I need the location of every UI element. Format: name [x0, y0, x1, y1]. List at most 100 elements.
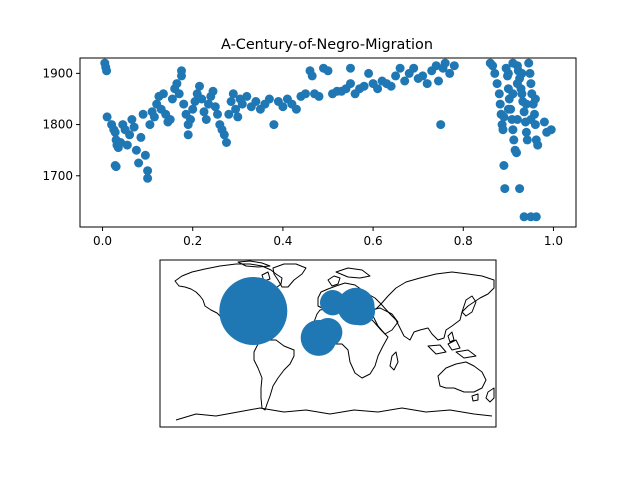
scatter-point — [346, 79, 355, 89]
y-tick-label: 1900 — [42, 66, 73, 80]
scatter-point — [498, 125, 508, 135]
scatter-point — [323, 66, 333, 76]
scatter-point — [531, 212, 541, 222]
scatter-point — [291, 104, 301, 114]
chart-title: A-Century-of-Negro-Migration — [221, 37, 433, 53]
scatter-point — [499, 161, 509, 170]
scatter-point — [177, 66, 186, 76]
scatter-point — [140, 150, 150, 160]
x-tick-label: 0.4 — [273, 234, 292, 248]
scatter-point — [519, 212, 529, 222]
scatter-point — [539, 117, 549, 127]
scatter-point — [517, 89, 527, 99]
scatter-point — [138, 109, 148, 119]
scatter-point — [242, 91, 252, 101]
scatter-point — [522, 135, 532, 145]
coastline-new-zealand — [485, 387, 495, 403]
scatter-point — [449, 61, 459, 71]
scatter-point — [224, 109, 234, 119]
scatter-point — [530, 94, 540, 104]
scatter-point — [436, 120, 446, 130]
scatter-point — [409, 63, 419, 73]
scatter-point — [490, 68, 500, 78]
world-map — [159, 259, 497, 428]
scatter-point — [391, 71, 401, 81]
y-tick-label: 1700 — [42, 169, 73, 183]
scatter-point — [219, 130, 229, 140]
scatter-point — [231, 104, 241, 114]
coastline-south-america — [253, 339, 295, 411]
scatter-point — [111, 162, 121, 172]
scatter-point — [508, 58, 518, 68]
scatter-point — [136, 132, 146, 142]
scatter-point — [346, 63, 355, 73]
x-axis: 0.0 0.2 0.4 0.6 0.8 1.0 — [93, 227, 563, 248]
coastline-greenland — [272, 263, 307, 288]
scatter-point — [386, 81, 396, 91]
x-tick-label: 0.8 — [454, 234, 473, 248]
scatter-point — [301, 89, 310, 99]
scatter-point — [143, 173, 153, 183]
scatter-point — [512, 79, 522, 89]
y-tick-label: 1800 — [42, 118, 73, 132]
coastline-southeast-asia-islands — [427, 331, 477, 359]
scatter-point — [364, 68, 374, 78]
scatter-point — [251, 97, 261, 106]
coastline-arabia — [369, 307, 399, 335]
scatter-point — [525, 68, 535, 78]
scatter-point — [434, 76, 443, 86]
scatter-point — [143, 166, 153, 176]
scatter-point — [199, 107, 209, 117]
map-bubble — [346, 296, 376, 326]
scatter-point — [172, 79, 182, 89]
scatter-plot-area — [100, 58, 556, 222]
y-axis: 1700 1800 1900 — [42, 66, 80, 183]
scatter-point — [174, 89, 184, 99]
scatter-point — [495, 99, 505, 109]
x-tick-label: 0.6 — [364, 234, 383, 248]
scatter-point — [213, 109, 222, 119]
scatter-point — [395, 63, 405, 73]
scatter-point — [222, 138, 231, 147]
scatter-point — [509, 135, 519, 145]
scatter-point — [499, 112, 509, 122]
scatter-point — [488, 61, 498, 71]
scatter-point — [197, 94, 207, 104]
coastline-australia — [437, 361, 487, 402]
scatter-point — [508, 125, 518, 135]
coastline-japan — [461, 295, 477, 317]
coastline-antarctica — [175, 407, 493, 421]
map-bubble — [219, 277, 288, 345]
scatter-point — [521, 127, 531, 137]
scatter-point — [422, 79, 432, 89]
scatter-point — [204, 99, 213, 109]
scatter-point — [400, 76, 410, 86]
scatter-point — [359, 81, 369, 91]
scatter-point — [431, 61, 441, 71]
scatter-point — [533, 140, 543, 150]
scatter-point — [183, 130, 193, 140]
scatter-point — [524, 58, 534, 68]
scatter-point — [165, 115, 175, 124]
scatter-point — [314, 91, 324, 101]
scatter-point — [102, 112, 112, 122]
scatter-point — [102, 66, 112, 76]
scatter-point — [494, 89, 504, 99]
scatter-point — [134, 158, 144, 168]
scatter-point — [264, 94, 274, 104]
scatter-point — [228, 89, 238, 99]
scatter-point — [186, 115, 195, 124]
scatter-point — [233, 112, 243, 122]
scatter-point — [521, 99, 531, 109]
scatter-point — [500, 184, 510, 194]
scatter-point — [492, 79, 502, 89]
scatter-point — [127, 115, 137, 124]
scatter-point — [110, 127, 120, 137]
scatter-point — [210, 102, 220, 112]
scatter-point — [526, 79, 536, 89]
scatter-point — [445, 68, 455, 78]
scatter-point — [122, 140, 132, 150]
scatter-point — [526, 115, 536, 124]
scatter-point — [515, 184, 525, 194]
